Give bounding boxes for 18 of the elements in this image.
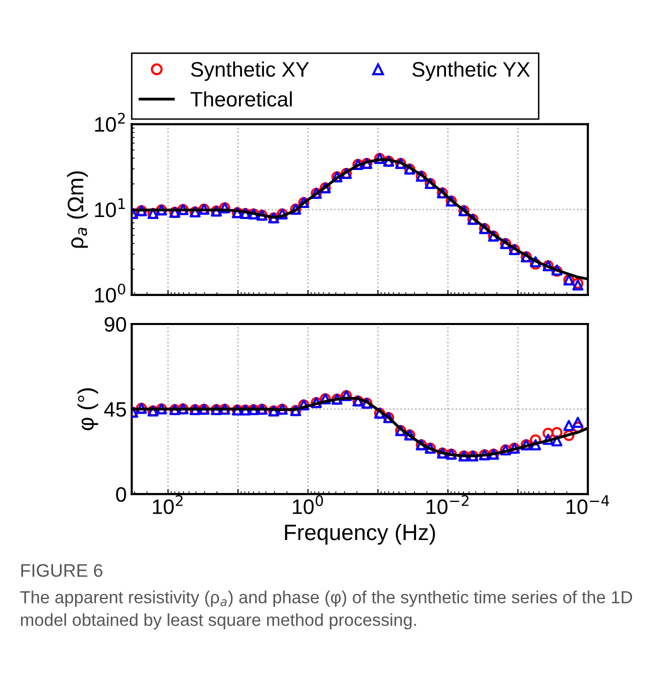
y-tick-label: 90 — [104, 317, 126, 332]
x-tick-label: 10$^{−2}$ — [426, 495, 469, 514]
x-tick-label: 10$^{0}$ — [292, 495, 323, 514]
legend-label: Theoretical — [190, 91, 292, 107]
x-tick-label: 10$^{−4}$ — [566, 495, 610, 514]
y-tick-label: 10$^{1}$ — [95, 198, 125, 218]
y-tick-label: 0 — [116, 487, 126, 502]
y-tick-label: 10$^{0}$ — [95, 284, 126, 303]
y-tick-label: 45 — [104, 402, 126, 417]
legend-label: Synthetic YX — [412, 61, 530, 81]
x-axis-title: Frequency (Hz) — [285, 524, 435, 545]
x-tick-label: 10$^{2}$ — [152, 495, 183, 514]
caption: FIGURE 6 — [21, 564, 102, 577]
y-axis-title: φ (°) — [77, 388, 98, 430]
y-axis-title: ρ$_{a}$ (Ωm) — [67, 171, 88, 248]
y-tick-label: 10$^{2}$ — [95, 112, 125, 132]
legend-label: Synthetic XY — [191, 61, 309, 81]
text: The apparent resistivity (ρ$_{a}$) and phase (φ) of the synthetic time series of the 1D model obtained by least square method processing. — [20, 590, 632, 630]
